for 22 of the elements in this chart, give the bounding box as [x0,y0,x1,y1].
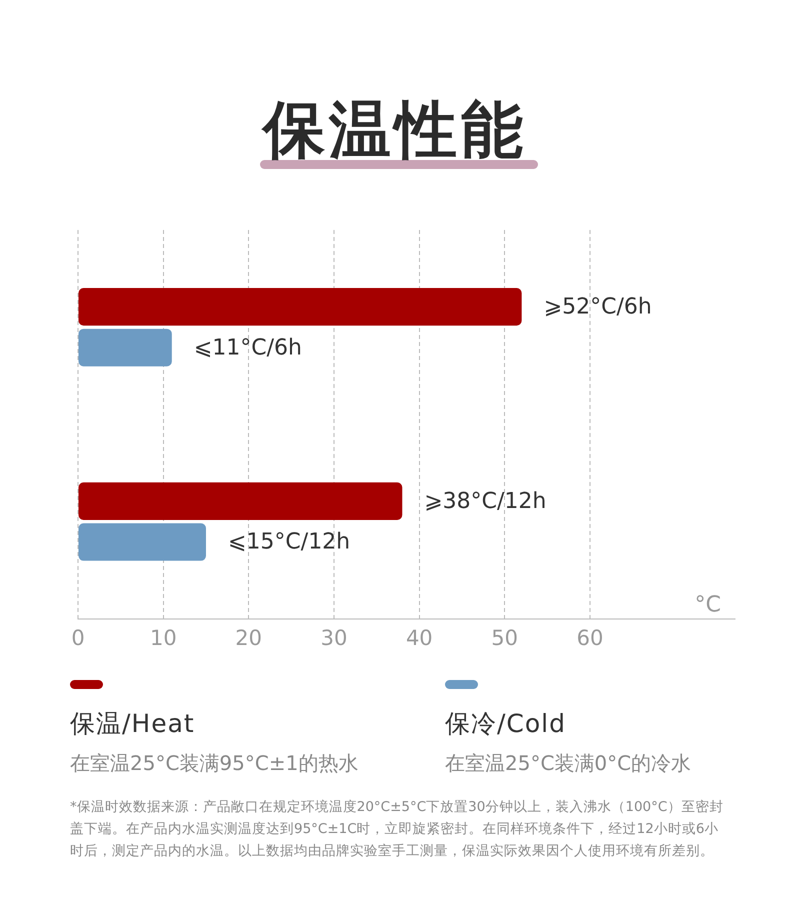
x-axis-title: °C [694,592,721,618]
data-label: ⩾38°C/12h [424,488,546,514]
chart-title: 保温性能 [260,92,528,168]
x-tick-label: 50 [491,626,518,650]
bar [78,523,206,561]
x-tick-label: 10 [150,626,177,650]
data-label: ⩽11°C/6h [194,335,302,360]
text: 在室温25°C装满0°C的冷水 [445,750,692,777]
legend-label: 保温/Heat [70,708,196,740]
x-tick-label: 0 [71,626,85,650]
data-label: ⩾52°C/6h [544,294,652,320]
bar [78,482,402,520]
x-tick-label: 30 [320,626,348,650]
bar [78,288,522,326]
x-tick-label: 40 [406,626,433,650]
x-tick-label: 60 [576,626,604,650]
text: 在室温25°C装满95°C±1的热水 [70,750,358,777]
legend-label: 保冷/Cold [445,708,567,740]
text: *保温时效数据来源：产品敞口在规定环境温度20°C±5°C下放置30分钟以上，装入沸水（100°C）至密封盖下端。在产品内水温实测温度达到95°C±1C时，立即旋紧密封。在同样环境条件下，经过12小时或6小时后，测定产品内的水温。以上数据均由品牌实验室手工测量，保温实际效果因个人使用环境有所差别。 [70,798,724,861]
x-tick-label: 20 [235,626,262,650]
bar [78,328,172,366]
data-label: ⩽15°C/12h [228,530,350,555]
